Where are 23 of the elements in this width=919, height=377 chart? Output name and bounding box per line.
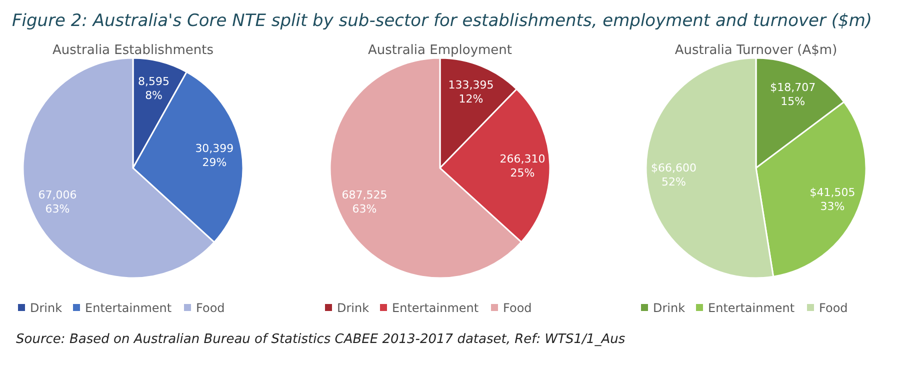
data-label: $66,600 52%	[651, 162, 697, 189]
data-label: 133,395 12%	[448, 78, 494, 106]
legend-label: Food	[819, 301, 848, 315]
legend-label: Drink	[337, 301, 370, 315]
chart-title: Australia Employment	[368, 43, 512, 58]
chart-title: Australia Turnover (A$m)	[674, 43, 838, 58]
data-label: 266,310 25%	[500, 152, 546, 180]
data-label: $41,505 33%	[810, 186, 856, 213]
legend-label: Drink	[653, 301, 686, 315]
data-label: 30,399 29%	[195, 142, 234, 169]
data-label: 687,525 63%	[342, 188, 388, 216]
legend-label: Food	[196, 301, 225, 315]
legend-label: Drink	[30, 301, 62, 315]
data-label: 8,595 8%	[138, 75, 170, 102]
text: Figure 2: Australia's Core NTE split by sub-sector for establishments, employment and turnover ($m)	[12, 11, 872, 31]
legend-label: Entertainment	[392, 301, 479, 315]
source-note: Source: Based on Australian Bureau of Statistics CABEE 2013-2017 dataset, Ref: WTS1/1_Aus	[16, 332, 626, 347]
legend-label: Food	[503, 301, 532, 315]
legend-label: Entertainment	[85, 301, 172, 315]
chart-title: Australia Establishments	[52, 43, 214, 58]
data-label: 67,006 63%	[38, 188, 77, 216]
data-label: $18,707 15%	[770, 81, 816, 108]
legend-label: Entertainment	[708, 301, 795, 315]
